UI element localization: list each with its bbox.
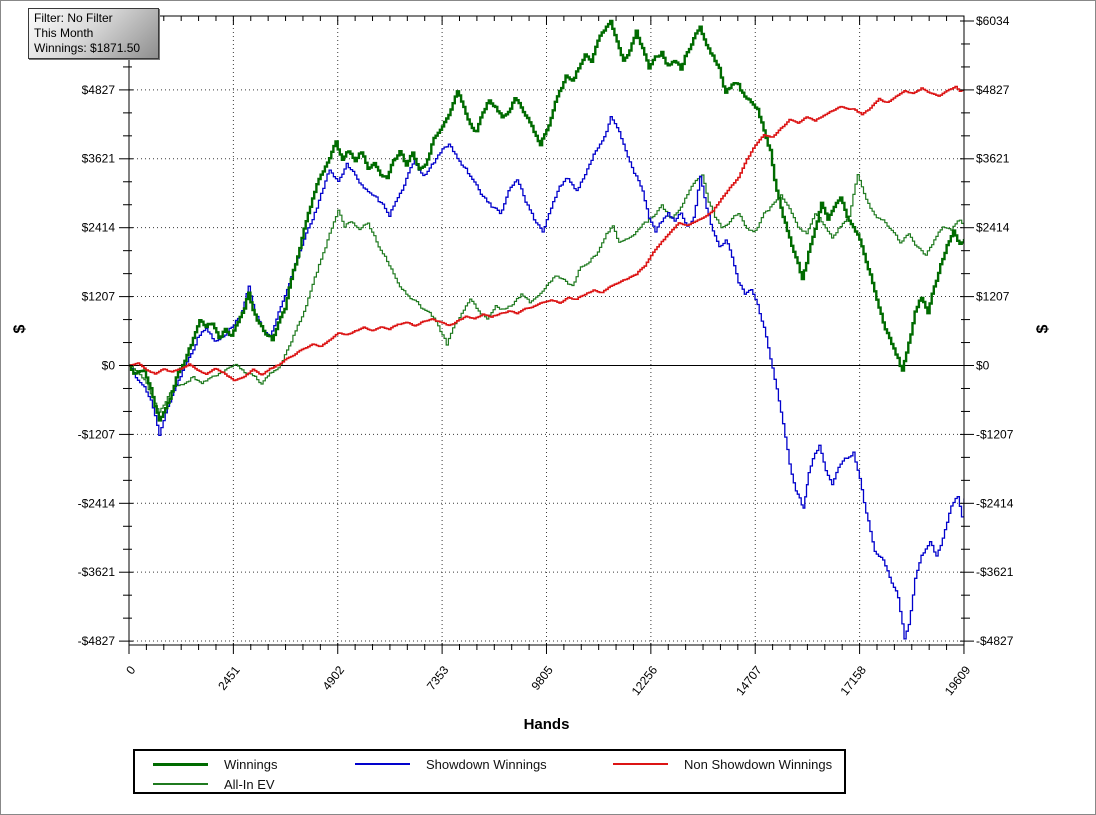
y-tick-label-right: -$3621 [976, 565, 1014, 579]
legend-item-non-showdown-winnings[interactable]: Non Showdown Winnings [613, 756, 832, 772]
y-tick-label-right: $2414 [976, 221, 1010, 235]
y-tick-label-right: -$1207 [976, 427, 1014, 441]
legend-label: Showdown Winnings [426, 756, 547, 772]
x-tick-label: 14707 [733, 663, 765, 698]
y-tick-label-right: $4827 [976, 83, 1010, 97]
all-in-ev-line-swatch [153, 783, 208, 785]
y-tick-label-left: $0 [102, 358, 116, 372]
legend-item-all-in-ev[interactable]: All-In EV [153, 776, 275, 792]
y-tick-label-left: -$2414 [78, 496, 116, 510]
y-axis-title-left: $ [11, 324, 29, 334]
x-tick-label: 7353 [424, 663, 452, 693]
y-axis-title-right: $ [1034, 324, 1052, 334]
series-line-all-in-ev [129, 174, 964, 413]
y-tick-label-right: $6034 [976, 14, 1010, 28]
legend-label: Winnings [224, 756, 278, 772]
x-axis-title: Hands [523, 716, 570, 733]
y-tick-label-left: -$4827 [78, 634, 116, 648]
y-tick-label-right: -$2414 [976, 496, 1014, 510]
y-tick-label-right: $0 [976, 358, 990, 372]
y-tick-label-right: -$4827 [976, 634, 1014, 648]
y-tick-label-left: -$3621 [78, 565, 116, 579]
winnings-total-line: Winnings: $1871.50 [34, 41, 141, 55]
x-tick-label: 4902 [320, 663, 348, 693]
x-tick-label: 19609 [942, 663, 974, 698]
legend-item-showdown-winnings[interactable]: Showdown Winnings [355, 756, 547, 772]
x-tick-label: 17158 [837, 663, 869, 698]
x-tick-label: 9805 [528, 663, 556, 693]
y-tick-label-right: $3621 [976, 152, 1010, 166]
showdown-line-swatch [355, 763, 410, 765]
legend-label: Non Showdown Winnings [684, 756, 833, 772]
x-tick-label: 12256 [629, 663, 661, 698]
series-line-winnings [129, 19, 964, 422]
winnings-line-swatch [153, 762, 208, 766]
y-tick-label-left: $3621 [82, 152, 116, 166]
x-tick-label: 0 [123, 663, 138, 677]
y-tick-label-left: $4827 [82, 83, 116, 97]
y-tick-label-left: $2414 [82, 221, 116, 235]
series-line-showdown-winnings [129, 116, 964, 640]
period-line: This Month [34, 26, 94, 40]
x-tick-label: 2451 [215, 663, 243, 693]
y-tick-label-left: -$1207 [78, 427, 116, 441]
plot-border [128, 15, 965, 646]
filter-info-box: Filter: No Filter This Month Winnings: $… [28, 8, 159, 59]
legend-item-winnings[interactable]: Winnings [153, 756, 277, 772]
y-tick-label-left: $1207 [82, 290, 116, 304]
series-line-non-showdown-winnings [129, 85, 964, 382]
legend-label: All-In EV [224, 776, 275, 792]
filter-line: Filter: No Filter [34, 11, 113, 25]
y-tick-label-right: $1207 [976, 290, 1010, 304]
legend-box: Winnings Showdown Winnings Non Showdown … [133, 749, 846, 794]
non-showdown-line-swatch [613, 763, 668, 765]
